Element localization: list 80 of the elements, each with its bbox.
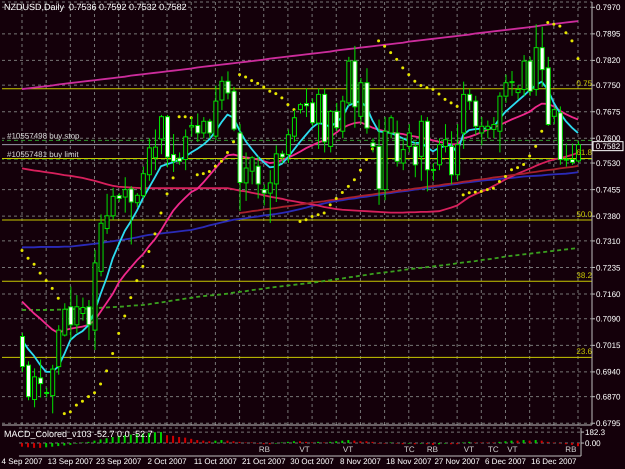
y-tick-label: 0.00	[585, 438, 602, 448]
chart-title: NZDUSD,Daily 0.7536 0.7592 0.7532 0.7582	[4, 2, 187, 13]
bar	[51, 443, 54, 447]
bar	[166, 435, 168, 444]
y-tick-label: 0.7750	[596, 81, 622, 90]
x-tick-label: 30 Oct 2007	[290, 457, 334, 466]
annotation: VT	[507, 445, 518, 454]
y-tick-label: 182.3	[585, 428, 606, 437]
bar	[190, 438, 192, 444]
bar	[202, 440, 204, 444]
y-tick-label: 0.7455	[596, 185, 622, 194]
y-tick-label: 0.7310	[596, 236, 622, 246]
bar	[226, 440, 228, 444]
y-tick-label: 0.6870	[596, 392, 622, 402]
x-tick-label: 2 Oct 2007	[147, 457, 187, 466]
x-tick-label: 18 Nov 2007	[386, 457, 432, 466]
bar	[516, 440, 519, 444]
y-tick-label: 0.7820	[596, 56, 622, 66]
y-tick-label: 0.7970	[596, 3, 622, 12]
bar	[130, 434, 132, 444]
bar	[220, 440, 222, 444]
y-tick-label: 0.7530	[596, 158, 622, 168]
ref-line-label: #10557498 buy stop	[7, 131, 80, 140]
annotation: RB	[258, 445, 270, 454]
y-tick-label: 0.7015	[596, 341, 622, 350]
y-tick-label: 0.7895	[596, 30, 622, 39]
x-tick-label: 4 Sep 2007	[2, 457, 42, 466]
y-tick-label: 0.7380	[596, 212, 622, 221]
bar	[576, 443, 579, 446]
x-tick-label: 8 Nov 2007	[340, 457, 381, 466]
bar	[160, 432, 162, 444]
bar	[39, 443, 42, 448]
bar	[522, 440, 525, 444]
annotation: VT	[464, 445, 474, 454]
x-tick-label: 23 Sep 2007	[96, 457, 142, 466]
y-tick-label: 0.7160	[596, 290, 622, 299]
bar	[178, 437, 180, 444]
bar	[172, 436, 174, 444]
bar	[27, 443, 30, 448]
bar	[45, 443, 48, 448]
bar	[353, 440, 356, 444]
x-tick-label: 21 Oct 2007	[242, 457, 286, 466]
bar	[540, 440, 543, 444]
annotation: 38.2	[576, 271, 592, 280]
bar	[196, 440, 198, 444]
ref-line-label: 0.7582	[596, 142, 621, 152]
x-tick-label: 13 Sep 2007	[48, 457, 94, 466]
bar	[528, 440, 531, 444]
bar	[341, 440, 344, 444]
annotation: TC	[404, 445, 415, 454]
annotation: RB	[426, 445, 438, 454]
y-tick-label: 0.7090	[596, 314, 622, 324]
bar	[20, 443, 23, 447]
bar	[112, 437, 114, 444]
x-tick-label: 11 Oct 2007	[194, 457, 237, 466]
chart-title: MACD_Colored_v103 -52.7 0.0 -52.7	[4, 429, 153, 440]
bar	[347, 440, 350, 444]
x-tick-label: 6 Dec 2007	[485, 457, 526, 466]
bar	[214, 440, 216, 444]
x-tick-label: 16 Dec 2007	[531, 457, 576, 466]
y-tick-label: 0.6795	[596, 419, 622, 428]
annotation: VT	[342, 445, 354, 454]
annotation: TC	[488, 445, 499, 454]
bar	[154, 432, 156, 444]
bar	[510, 440, 512, 444]
annotation: VT	[299, 445, 310, 454]
bar	[94, 440, 96, 444]
x-tick-label: 27 Nov 2007	[434, 457, 480, 466]
y-tick-label: 0.7235	[596, 263, 622, 272]
bar	[57, 443, 60, 446]
bar	[106, 438, 108, 444]
bar	[33, 443, 36, 448]
ref-line-label: #10557481 buy limit	[7, 150, 80, 160]
bar	[534, 440, 537, 444]
annotation: RB	[565, 445, 576, 454]
bar	[100, 439, 102, 444]
y-tick-label: 0.7675	[596, 108, 622, 117]
y-tick-label: 0.6940	[596, 368, 622, 377]
bar	[184, 438, 186, 444]
y-tick-label: 0.7600	[596, 134, 622, 144]
